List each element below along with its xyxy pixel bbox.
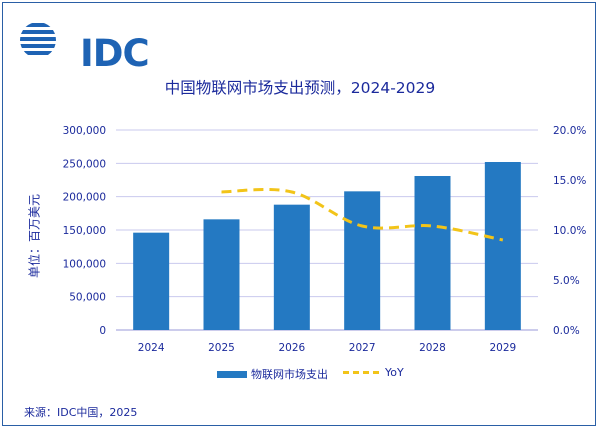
left-tick-label: 100,000 bbox=[63, 258, 106, 270]
left-tick-label: 300,000 bbox=[63, 125, 106, 137]
right-tick-label: 20.0% bbox=[553, 125, 586, 137]
legend-line-swatch bbox=[343, 371, 379, 374]
legend-label-yoy: YoY bbox=[385, 366, 404, 379]
x-tick-label: 2026 bbox=[278, 342, 305, 354]
bar bbox=[203, 219, 240, 330]
idc-logo: IDC bbox=[18, 20, 150, 72]
left-tick-label: 250,000 bbox=[63, 158, 106, 170]
globe-icon bbox=[20, 23, 56, 55]
right-tick-label: 5.0% bbox=[553, 275, 580, 287]
right-tick-label: 15.0% bbox=[553, 175, 586, 187]
bar bbox=[273, 204, 310, 330]
bar bbox=[414, 176, 451, 330]
yoy-line bbox=[221, 187, 504, 242]
bar bbox=[133, 232, 170, 330]
right-tick-label: 0.0% bbox=[553, 325, 580, 337]
left-tick-label: 150,000 bbox=[63, 225, 106, 237]
source-note: 来源：IDC中国，2025 bbox=[24, 406, 138, 419]
right-tick-label: 10.0% bbox=[553, 225, 586, 237]
legend-item-yoy: YoY bbox=[343, 366, 404, 379]
bar bbox=[344, 191, 381, 330]
x-tick-label: 2028 bbox=[419, 342, 446, 354]
legend-bar-swatch bbox=[217, 370, 247, 378]
x-tick-label: 2025 bbox=[208, 342, 235, 354]
x-tick-label: 2024 bbox=[138, 342, 165, 354]
legend-label-spending: 物联网市场支出 bbox=[251, 368, 328, 381]
chart-title: 中国物联网市场支出预测，2024-2029 bbox=[164, 79, 436, 97]
x-tick-label: 2029 bbox=[489, 342, 516, 354]
left-tick-label: 50,000 bbox=[69, 292, 106, 304]
logo-text: IDC bbox=[80, 32, 150, 75]
legend: 物联网市场支出 YoY bbox=[0, 366, 600, 382]
bar bbox=[484, 162, 521, 330]
x-tick-label: 2027 bbox=[349, 342, 376, 354]
left-tick-label: 200,000 bbox=[63, 192, 106, 204]
legend-item-spending: 物联网市场支出 bbox=[217, 366, 328, 382]
left-tick-label: 0 bbox=[99, 325, 106, 337]
